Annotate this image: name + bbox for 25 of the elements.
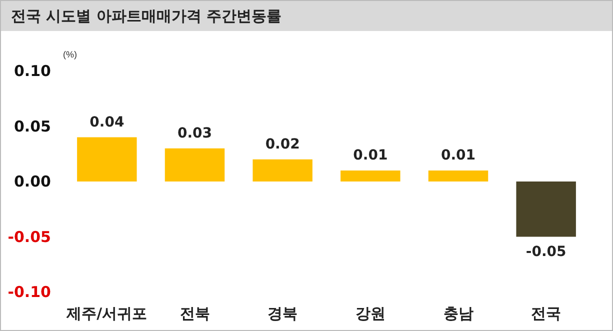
y-axis-title: (%) [63, 50, 77, 60]
bar [252, 159, 312, 182]
data-label: -0.05 [526, 244, 566, 260]
data-label: 0.01 [440, 147, 476, 164]
x-tick-label: 강원 [355, 304, 386, 322]
x-tick-label: 경북 [268, 304, 298, 322]
bar [340, 170, 400, 182]
y-tick-label: -0.10 [8, 283, 51, 301]
data-label: 0.01 [353, 147, 388, 164]
data-label: 0.04 [90, 114, 124, 130]
y-tick-label: -0.05 [8, 228, 51, 246]
bar [164, 148, 225, 182]
y-tick-label: 0.05 [14, 117, 51, 136]
data-label: 0.02 [265, 136, 300, 152]
x-tick-label: 전북 [180, 304, 210, 322]
x-tick-label: 전국 [531, 304, 562, 322]
bar [428, 170, 488, 182]
y-tick-label: 0.00 [14, 172, 51, 190]
x-tick-label: 충남 [443, 304, 474, 322]
y-tick-label: 0.10 [14, 62, 51, 80]
data-label: 0.03 [177, 125, 212, 142]
x-tick-label: 제주/서귀포 [66, 304, 148, 322]
bar [516, 182, 576, 237]
chart-title: 전국 시도별 아파트매매가격 주간변동률 [1, 1, 612, 31]
bar [77, 137, 137, 182]
